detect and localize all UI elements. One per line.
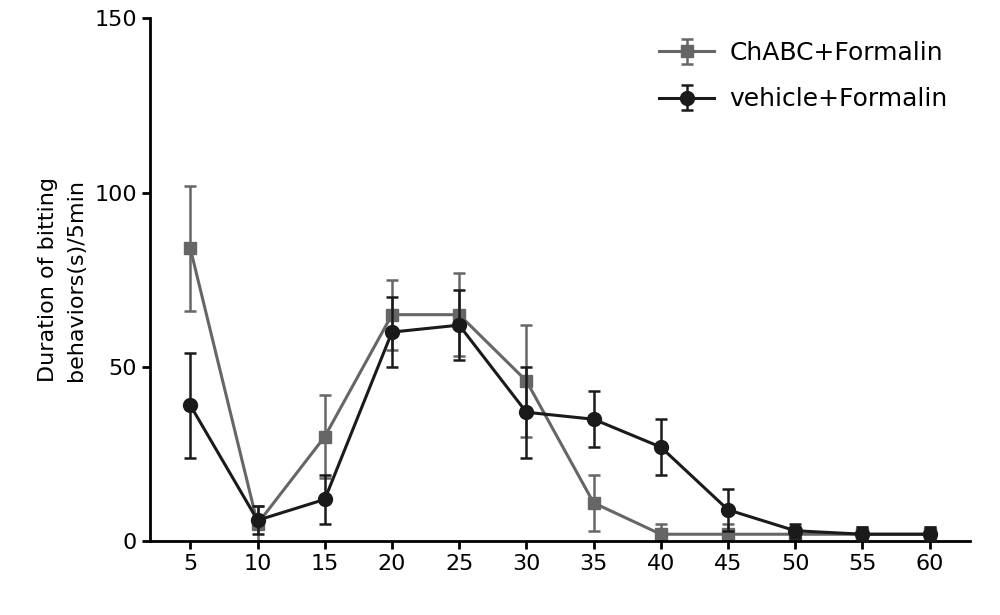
Y-axis label: Duration of bitting
behaviors(s)/5min: Duration of bitting behaviors(s)/5min: [38, 177, 86, 383]
Legend: ChABC+Formalin, vehicle+Formalin: ChABC+Formalin, vehicle+Formalin: [649, 31, 958, 121]
